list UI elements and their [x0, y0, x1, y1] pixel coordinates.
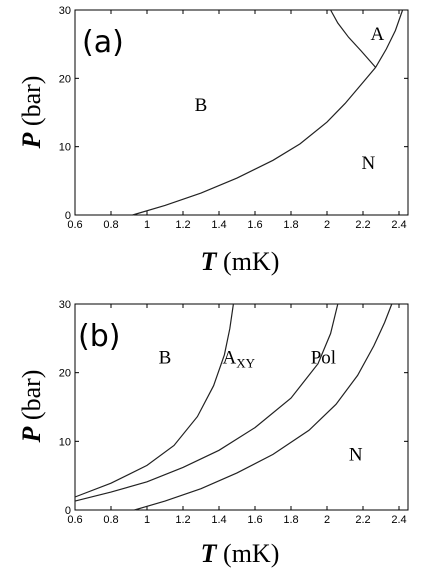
x-tick-label: 0.8 — [103, 219, 118, 231]
phase-boundary-line — [330, 9, 377, 68]
x-tick-label: 1.2 — [175, 514, 190, 526]
x-tick-label: 1 — [144, 514, 150, 526]
phase-boundary-line — [74, 303, 234, 498]
x-tick-label: 2 — [324, 219, 330, 231]
x-tick-label: 1.4 — [211, 514, 226, 526]
x-tick-label: 1.4 — [211, 219, 226, 231]
y-tick-label: 30 — [59, 5, 71, 17]
phase-boundary-line — [74, 303, 339, 502]
panel-a: 0.6 0.8 1 1.2 1.4 1.6 1.8 2 2.2 2.4 0 10 20 30 A B N (a) T… — [17, 5, 409, 276]
y-tick-label: 30 — [59, 299, 71, 311]
panel-label: (b) — [78, 319, 120, 354]
y-tick-label: 20 — [59, 368, 71, 380]
x-tick-label: 1.2 — [175, 219, 190, 231]
x-tick-label: 2.2 — [355, 219, 370, 231]
phase-region-label: B — [159, 348, 172, 369]
panel-b: 0.6 0.8 1 1.2 1.4 1.6 1.8 2 2.2 2.4 0 10 20 30 B AXY Pol… — [17, 299, 409, 568]
x-tick-label: 0.8 — [103, 514, 118, 526]
phase-region-label: N — [362, 153, 376, 174]
y-axis-title: P (bar) — [17, 76, 46, 150]
y-tick-label: 0 — [65, 505, 71, 517]
phase-region-label: N — [349, 444, 363, 465]
plot-frame — [74, 303, 409, 511]
x-axis-title: T (mK) — [201, 539, 280, 568]
y-tick-label: 20 — [59, 73, 71, 85]
y-tick-label: 10 — [59, 142, 71, 154]
phase-boundary-line — [134, 303, 393, 511]
phase-region-label: AXY — [223, 348, 256, 371]
x-tick-label: 0.6 — [67, 514, 82, 526]
x-tick-label: 1.8 — [283, 219, 298, 231]
x-tick-label: 1 — [144, 219, 150, 231]
x-tick-label: 1.6 — [247, 514, 262, 526]
x-tick-label: 0.6 — [67, 219, 82, 231]
x-tick-label: 1.6 — [247, 219, 262, 231]
x-tick-label: 1.8 — [283, 514, 298, 526]
panel-label: (a) — [82, 25, 124, 60]
x-tick-label: 2.4 — [391, 219, 406, 231]
x-axis-title: T (mK) — [201, 247, 280, 276]
phase-region-label: B — [195, 95, 208, 116]
phase-region-label: A — [371, 24, 385, 45]
y-tick-label: 10 — [59, 436, 71, 448]
plot-frame — [74, 9, 409, 216]
x-tick-label: 2 — [324, 514, 330, 526]
x-tick-label: 2.2 — [355, 514, 370, 526]
phase-boundary-line — [132, 9, 404, 216]
y-axis-title: P (bar) — [17, 370, 46, 444]
y-tick-label: 0 — [65, 210, 71, 222]
phase-region-label: Pol — [311, 348, 336, 369]
x-tick-label: 2.4 — [391, 514, 406, 526]
